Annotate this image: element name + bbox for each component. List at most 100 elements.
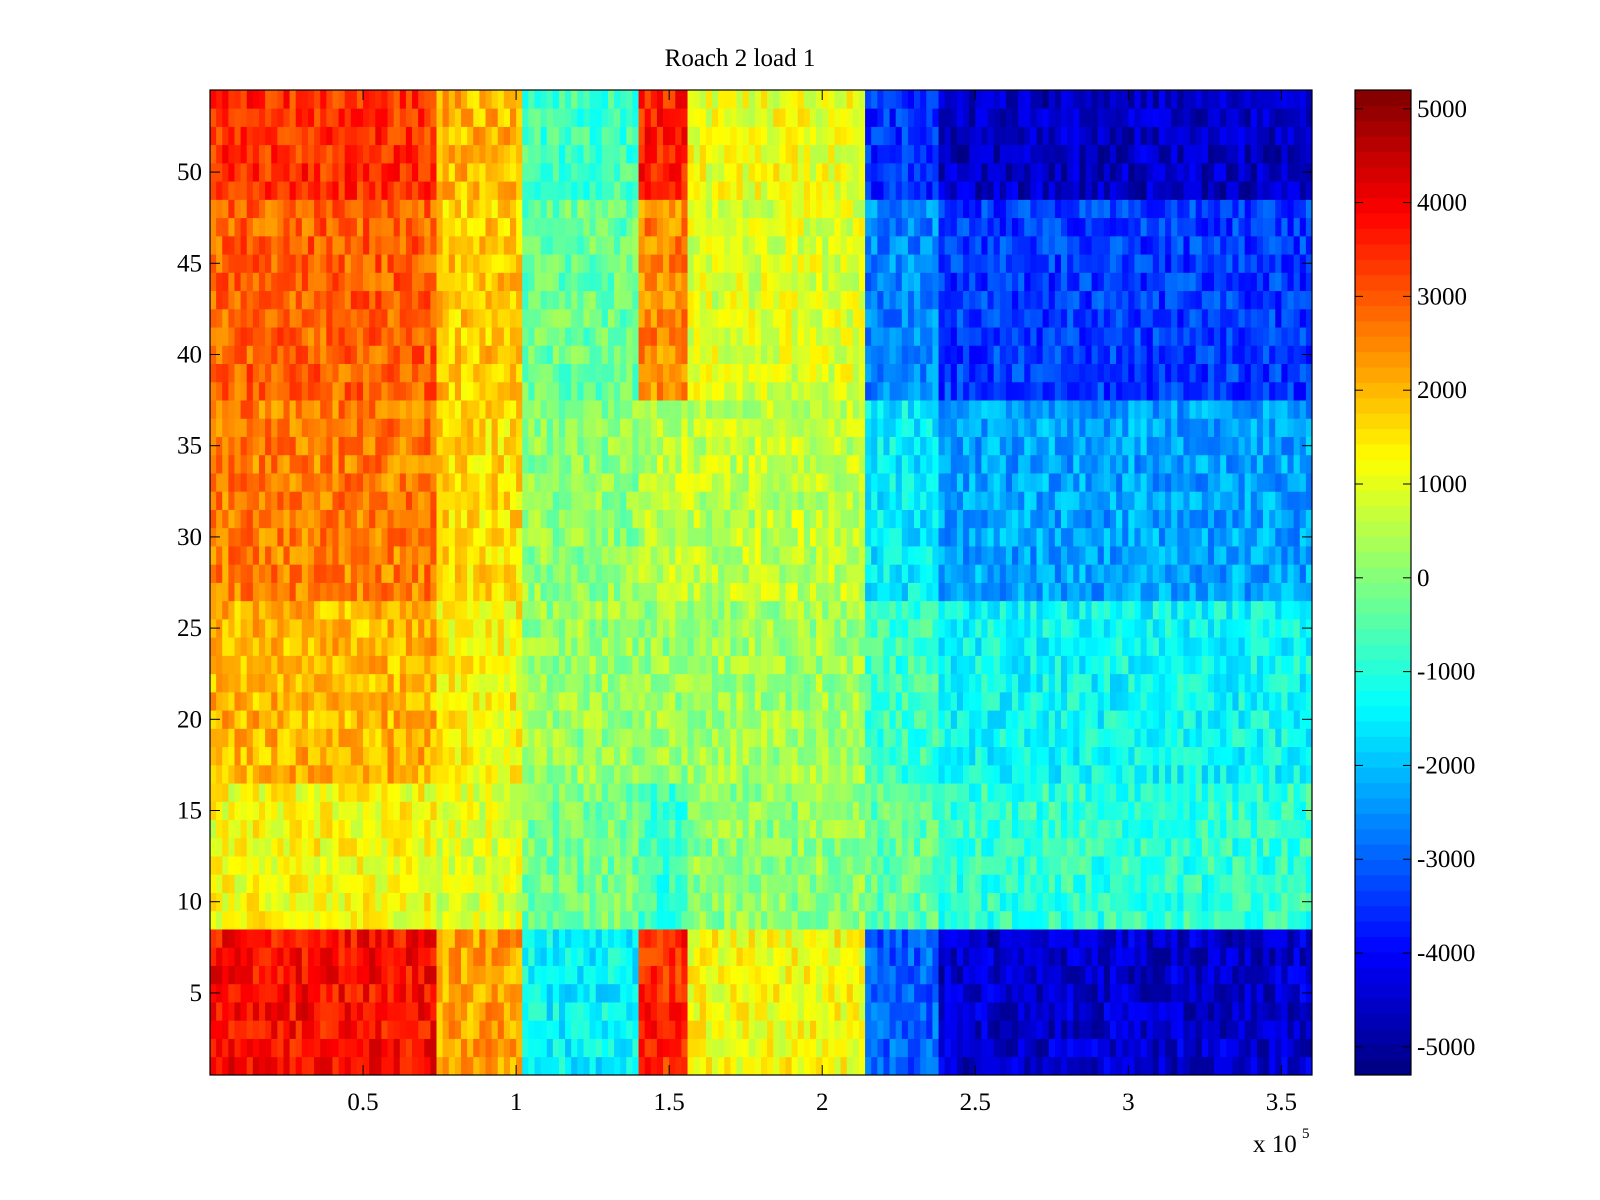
heatmap-cell xyxy=(1299,965,1307,985)
heatmap-cell xyxy=(1024,801,1031,821)
heatmap-cell xyxy=(258,600,266,620)
heatmap-cell xyxy=(1012,783,1019,802)
heatmap-cell xyxy=(595,783,603,802)
heatmap-cell xyxy=(332,1038,339,1058)
heatmap-cell xyxy=(473,618,480,638)
heatmap-cell xyxy=(258,1002,266,1021)
heatmap-cell xyxy=(240,691,248,711)
heatmap-cell xyxy=(656,965,664,985)
heatmap-cell xyxy=(1256,1038,1264,1058)
heatmap-cell xyxy=(1091,582,1099,602)
heatmap-cell xyxy=(1067,618,1074,638)
heatmap-cell xyxy=(993,600,1001,620)
heatmap-cell xyxy=(1305,856,1313,875)
heatmap-cell xyxy=(669,728,676,748)
heatmap-cell xyxy=(497,983,505,1003)
heatmap-cell xyxy=(718,637,725,656)
heatmap-cell xyxy=(301,564,309,583)
heatmap-cell xyxy=(234,1020,242,1039)
heatmap-cell xyxy=(1250,710,1258,729)
heatmap-cell xyxy=(761,983,768,1003)
heatmap-cell xyxy=(516,1038,523,1058)
heatmap-cell xyxy=(595,947,603,966)
heatmap-cell xyxy=(454,783,462,802)
heatmap-cell xyxy=(1085,728,1092,748)
heatmap-cell xyxy=(497,655,505,675)
heatmap-cell xyxy=(1250,637,1258,656)
heatmap-cell xyxy=(387,673,395,693)
heatmap-cell xyxy=(399,856,407,875)
heatmap-cell xyxy=(1293,910,1301,930)
heatmap-cell xyxy=(258,983,266,1003)
heatmap-cell xyxy=(975,947,982,966)
heatmap-cell xyxy=(344,564,352,583)
heatmap-cell xyxy=(540,637,548,656)
heatmap-cell xyxy=(252,1038,260,1058)
heatmap-cell xyxy=(1116,837,1123,857)
heatmap-cell xyxy=(240,618,248,638)
heatmap-cell xyxy=(656,673,664,693)
heatmap-cell xyxy=(1103,910,1111,930)
heatmap-cell xyxy=(914,819,921,839)
heatmap-cell xyxy=(907,673,915,693)
heatmap-cell xyxy=(632,892,639,912)
heatmap-cell xyxy=(1005,1020,1013,1039)
heatmap-cell xyxy=(344,929,352,948)
heatmap-cell xyxy=(975,783,982,802)
heatmap-cell xyxy=(356,819,364,839)
heatmap-cell xyxy=(461,600,468,620)
heatmap-cell xyxy=(736,691,744,711)
heatmap-cell xyxy=(742,582,750,602)
heatmap-cell xyxy=(1097,892,1105,912)
heatmap-cell xyxy=(822,1002,829,1021)
heatmap-cell xyxy=(375,965,382,985)
heatmap-cell xyxy=(822,892,829,912)
heatmap-cell xyxy=(1085,637,1092,656)
heatmap-cell xyxy=(1024,710,1031,729)
heatmap-cell xyxy=(675,783,682,802)
heatmap-cell xyxy=(993,618,1001,638)
heatmap-cell xyxy=(1207,837,1215,857)
heatmap-cell xyxy=(858,600,866,620)
heatmap-cell xyxy=(1207,856,1215,875)
heatmap-cell xyxy=(295,819,303,839)
heatmap-cell xyxy=(1250,892,1258,912)
heatmap-cell xyxy=(1085,947,1092,966)
heatmap-cell xyxy=(999,564,1007,583)
heatmap-cell xyxy=(252,728,260,748)
heatmap-cell xyxy=(1232,1038,1239,1058)
heatmap-cell xyxy=(1299,929,1307,948)
heatmap-cell xyxy=(632,947,639,966)
heatmap-cell xyxy=(448,783,456,802)
heatmap-cell xyxy=(822,655,829,675)
heatmap-cell xyxy=(644,947,652,966)
heatmap-cell xyxy=(742,929,750,948)
heatmap-cell xyxy=(944,837,952,857)
heatmap-cell xyxy=(418,837,425,857)
heatmap-cell xyxy=(424,892,431,912)
heatmap-cell xyxy=(277,965,284,985)
heatmap-cell xyxy=(381,673,388,693)
heatmap-cell xyxy=(1103,1020,1111,1039)
heatmap-cell xyxy=(338,947,346,966)
heatmap-cell xyxy=(216,910,223,930)
heatmap-cell xyxy=(987,910,995,930)
heatmap-cell xyxy=(558,947,566,966)
heatmap-cell xyxy=(344,1002,352,1021)
heatmap-cell xyxy=(344,892,352,912)
heatmap-cell xyxy=(307,1056,315,1076)
heatmap-cell xyxy=(1042,728,1050,748)
heatmap-cell xyxy=(736,1002,744,1021)
heatmap-cell xyxy=(326,965,333,985)
heatmap-cell xyxy=(485,564,493,583)
heatmap-cell xyxy=(852,892,860,912)
heatmap-cell xyxy=(816,618,823,638)
heatmap-cell xyxy=(987,837,995,857)
heatmap-cell xyxy=(1232,691,1239,711)
heatmap-cell xyxy=(1097,710,1105,729)
heatmap-cell xyxy=(277,746,284,766)
heatmap-cell xyxy=(650,691,658,711)
heatmap-cell xyxy=(1054,618,1062,638)
heatmap-cell xyxy=(920,618,927,638)
heatmap-cell xyxy=(522,691,529,711)
